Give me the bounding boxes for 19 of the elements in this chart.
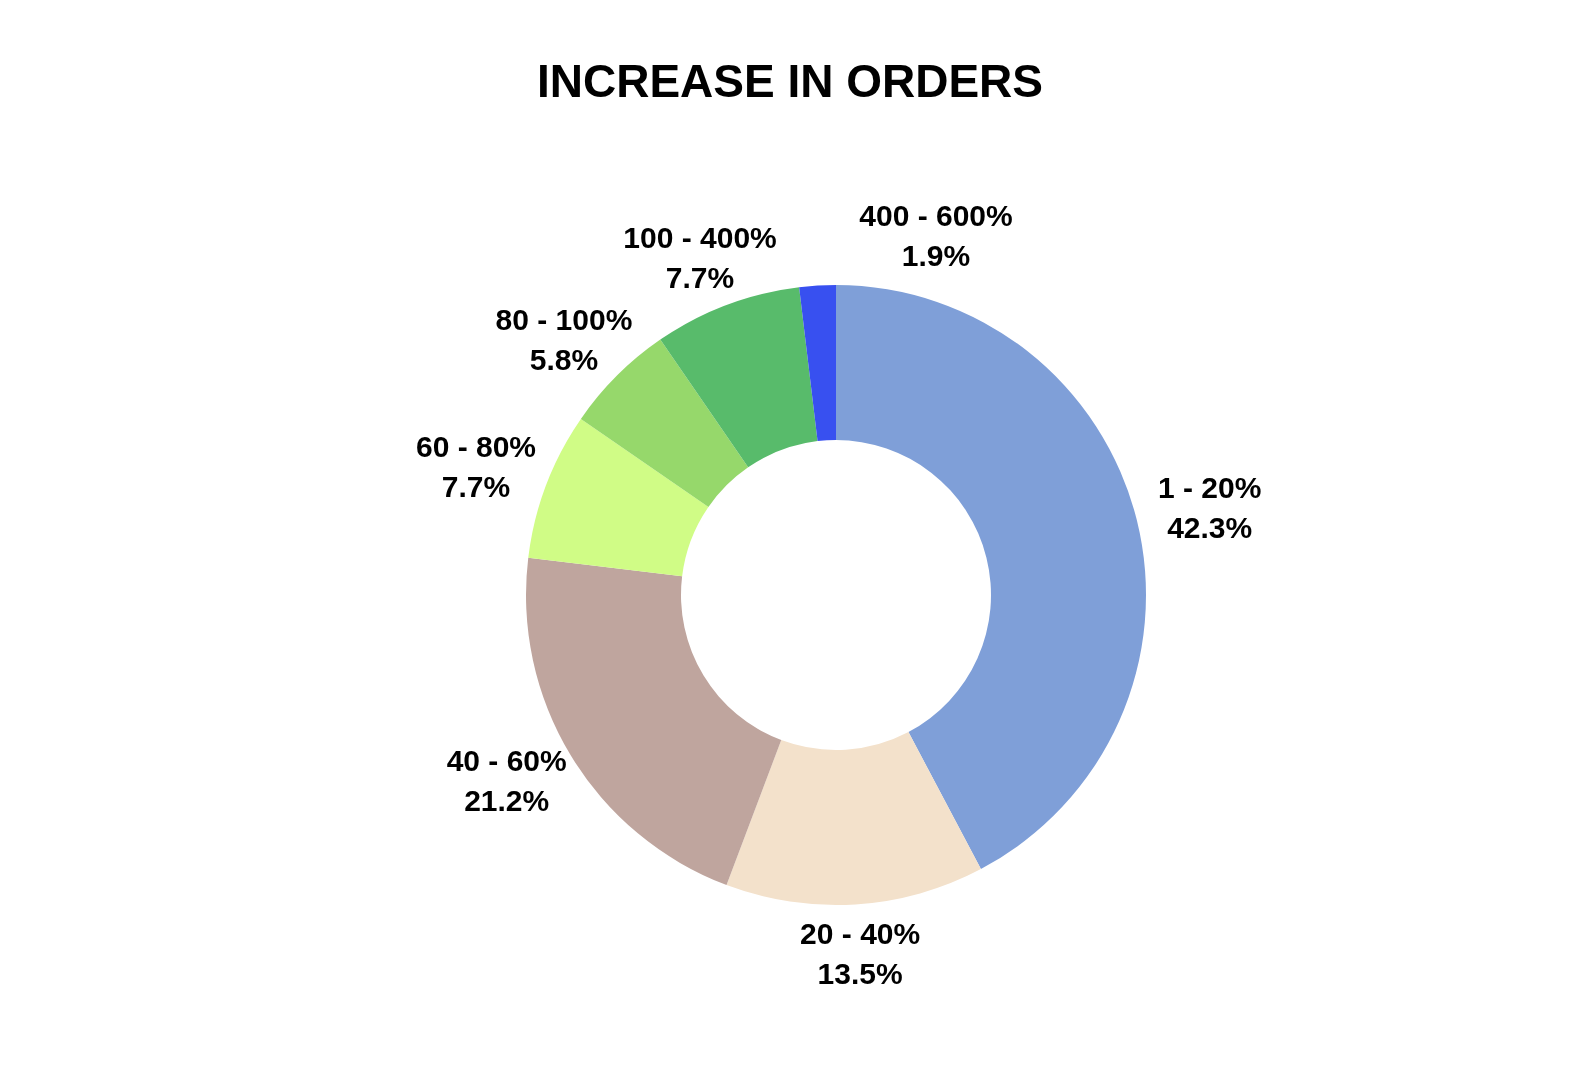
slice-label: 60 - 80% (415, 430, 537, 464)
donut-slice (836, 285, 1146, 870)
data-label: 7.7% (665, 261, 735, 295)
data-label: 7.7% (441, 470, 511, 504)
chart-title: INCREASE IN ORDERS (536, 55, 1044, 107)
slice-label: 80 - 100% (495, 303, 633, 337)
data-label: 13.5% (817, 957, 903, 991)
slice-label: 100 - 400% (623, 221, 777, 255)
data-label: 42.3% (1167, 511, 1253, 545)
donut-slice (799, 285, 836, 442)
slice-label: 1 - 20% (1157, 471, 1262, 505)
slice-label: 400 - 600% (859, 198, 1013, 232)
donut-slice (660, 287, 818, 468)
slice-label: 20 - 40% (800, 917, 921, 951)
slice-label: 40 - 60% (446, 744, 567, 778)
data-label: 1.9% (901, 238, 971, 272)
data-label: 5.8% (529, 343, 599, 377)
donut-slice (726, 732, 981, 905)
data-label: 21.2% (464, 784, 550, 818)
